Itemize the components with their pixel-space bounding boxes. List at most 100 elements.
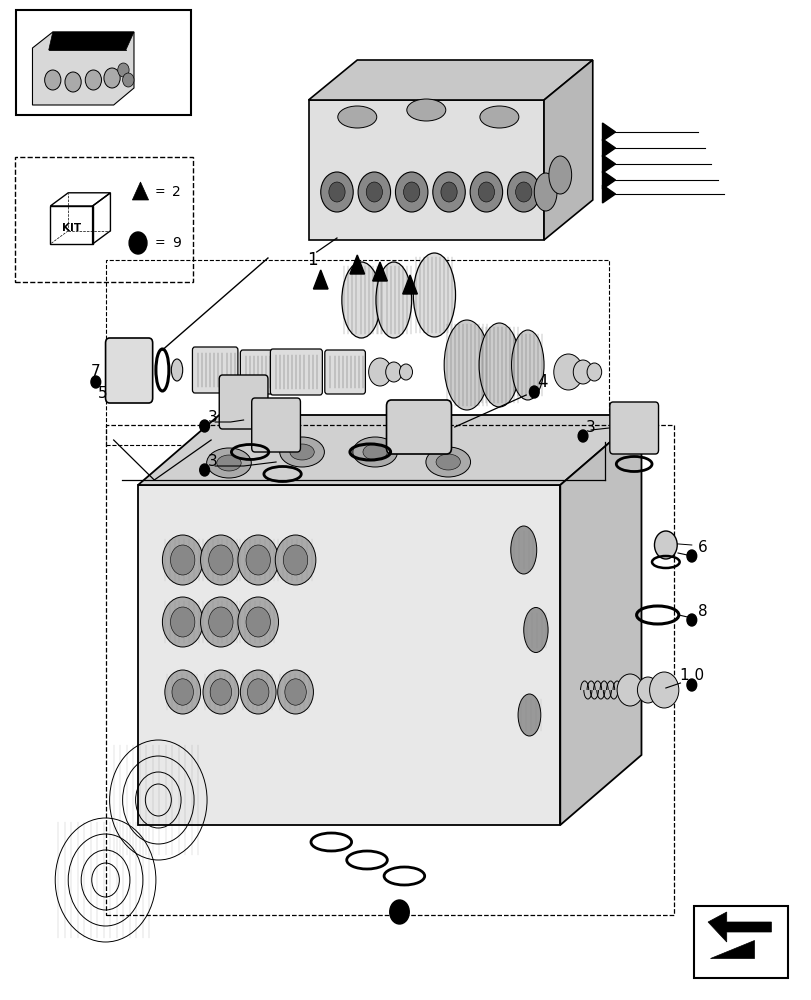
Text: 8: 8 — [697, 604, 707, 619]
Circle shape — [208, 545, 233, 575]
Text: KIT: KIT — [62, 223, 81, 233]
Text: =: = — [154, 186, 165, 198]
FancyBboxPatch shape — [324, 350, 365, 394]
Circle shape — [328, 182, 345, 202]
Polygon shape — [138, 485, 560, 825]
Circle shape — [385, 362, 401, 382]
Circle shape — [104, 68, 120, 88]
Ellipse shape — [444, 320, 489, 410]
Polygon shape — [132, 182, 148, 200]
Circle shape — [529, 386, 539, 398]
Circle shape — [275, 535, 315, 585]
Circle shape — [162, 597, 203, 647]
FancyBboxPatch shape — [609, 402, 658, 454]
Circle shape — [208, 607, 233, 637]
Text: 7: 7 — [91, 364, 101, 379]
Circle shape — [440, 182, 457, 202]
Circle shape — [507, 172, 539, 212]
Circle shape — [637, 677, 658, 703]
Polygon shape — [602, 185, 615, 203]
Circle shape — [91, 376, 101, 388]
Bar — [693, 906, 787, 978]
Text: 1 0: 1 0 — [680, 668, 704, 682]
Polygon shape — [543, 60, 592, 240]
Bar — [105, 425, 673, 915]
Ellipse shape — [479, 106, 518, 128]
Polygon shape — [32, 32, 134, 105]
FancyBboxPatch shape — [251, 398, 300, 452]
Circle shape — [320, 172, 353, 212]
Circle shape — [470, 172, 502, 212]
FancyBboxPatch shape — [270, 349, 322, 395]
Polygon shape — [372, 262, 387, 281]
FancyBboxPatch shape — [105, 338, 152, 403]
Circle shape — [172, 679, 193, 705]
Polygon shape — [308, 60, 592, 100]
Circle shape — [573, 360, 592, 384]
Text: 5: 5 — [98, 385, 108, 400]
Polygon shape — [602, 171, 615, 189]
Text: =: = — [154, 236, 165, 249]
Circle shape — [403, 182, 419, 202]
Ellipse shape — [171, 359, 182, 381]
Circle shape — [577, 430, 587, 442]
Circle shape — [616, 674, 642, 706]
Ellipse shape — [337, 106, 376, 128]
Circle shape — [122, 73, 134, 87]
Circle shape — [389, 900, 409, 924]
Bar — [16, 10, 191, 115]
Circle shape — [200, 597, 241, 647]
Circle shape — [247, 679, 268, 705]
Circle shape — [478, 182, 494, 202]
Circle shape — [200, 464, 209, 476]
Circle shape — [686, 679, 696, 691]
Circle shape — [515, 182, 531, 202]
Ellipse shape — [352, 437, 397, 467]
Circle shape — [238, 535, 278, 585]
Ellipse shape — [534, 173, 556, 211]
FancyBboxPatch shape — [240, 350, 276, 394]
Ellipse shape — [217, 455, 241, 471]
Polygon shape — [308, 100, 543, 240]
Circle shape — [366, 182, 382, 202]
Ellipse shape — [206, 448, 251, 478]
Circle shape — [203, 670, 238, 714]
Circle shape — [277, 670, 313, 714]
Ellipse shape — [341, 262, 380, 338]
Ellipse shape — [406, 99, 445, 121]
Ellipse shape — [517, 694, 540, 736]
Ellipse shape — [478, 323, 519, 407]
Polygon shape — [602, 123, 615, 141]
Ellipse shape — [426, 447, 470, 477]
Circle shape — [686, 614, 696, 626]
Ellipse shape — [511, 330, 543, 400]
Circle shape — [85, 70, 101, 90]
Circle shape — [118, 63, 129, 77]
Circle shape — [238, 597, 278, 647]
Text: 4: 4 — [537, 373, 547, 391]
Text: 1: 1 — [307, 251, 318, 269]
Polygon shape — [49, 32, 134, 50]
Polygon shape — [707, 912, 770, 942]
Circle shape — [165, 670, 200, 714]
Text: 3: 3 — [208, 410, 217, 426]
Ellipse shape — [510, 526, 536, 574]
Circle shape — [129, 232, 147, 254]
Polygon shape — [138, 415, 641, 485]
Circle shape — [45, 70, 61, 90]
Circle shape — [368, 358, 391, 386]
Circle shape — [170, 607, 195, 637]
Circle shape — [649, 672, 678, 708]
Circle shape — [240, 670, 276, 714]
Ellipse shape — [363, 444, 387, 460]
FancyBboxPatch shape — [192, 347, 238, 393]
Circle shape — [283, 545, 307, 575]
Circle shape — [200, 535, 241, 585]
Ellipse shape — [375, 262, 411, 338]
Ellipse shape — [523, 607, 547, 652]
Ellipse shape — [548, 156, 571, 194]
Polygon shape — [350, 255, 364, 274]
Polygon shape — [710, 940, 753, 958]
Ellipse shape — [436, 454, 460, 470]
Ellipse shape — [413, 253, 455, 337]
